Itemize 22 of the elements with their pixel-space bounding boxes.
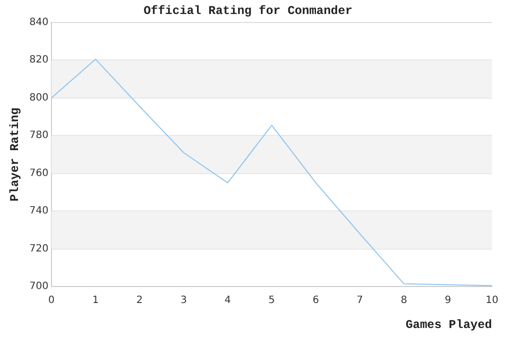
x-tick-label: 5	[268, 295, 275, 306]
y-tick-label: 700	[29, 281, 48, 292]
y-axis-title: Player Rating	[8, 108, 22, 202]
x-tick-label: 7	[356, 295, 364, 306]
x-tick-label: 6	[312, 295, 319, 306]
y-tick-label: 720	[29, 243, 48, 254]
x-tick-label: 4	[224, 295, 231, 306]
x-tick-label: 0	[48, 295, 55, 306]
y-tick-label: 800	[29, 92, 48, 104]
x-tick-label: 3	[180, 295, 187, 306]
chart-title: Official Rating for Conmander	[144, 4, 352, 18]
x-tick-label: 1	[92, 295, 99, 306]
x-tick-label: 10	[486, 295, 498, 306]
y-tick-label: 840	[29, 16, 48, 28]
x-tick-label: 2	[136, 295, 143, 306]
x-axis-title: Games Played	[406, 318, 492, 332]
y-tick-label: 780	[29, 130, 48, 142]
x-tick-label: 8	[400, 295, 408, 306]
y-tick-label: 740	[29, 206, 48, 217]
x-tick-label: 9	[444, 295, 452, 306]
y-tick-label: 820	[29, 54, 48, 66]
y-tick-label: 760	[29, 168, 48, 179]
